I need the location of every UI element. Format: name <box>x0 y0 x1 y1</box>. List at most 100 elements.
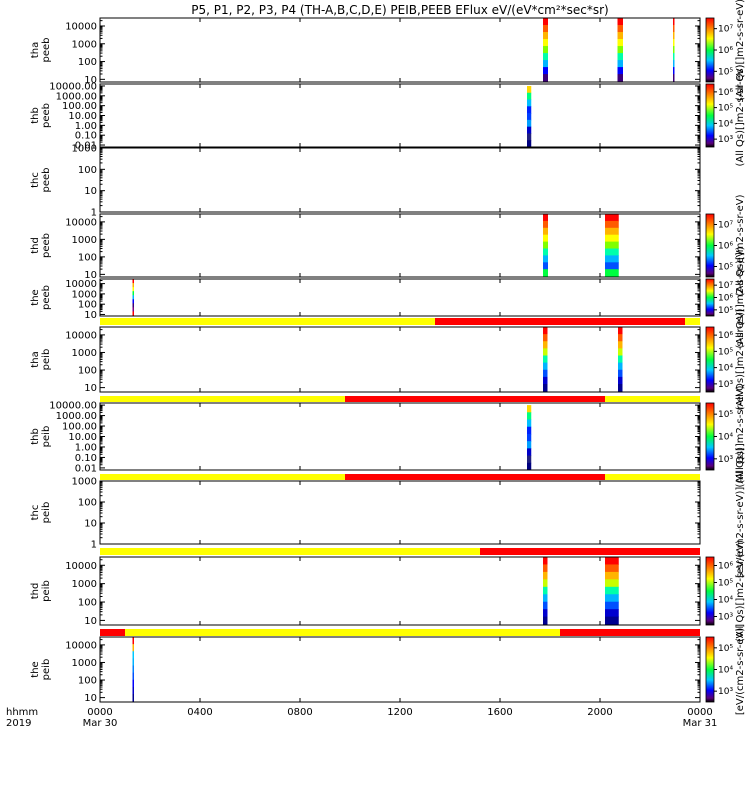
x-tick-label: 0000 <box>687 707 712 718</box>
panel-frame <box>99 278 701 317</box>
colorbar-gradient <box>705 17 715 83</box>
y-tick-label: 10 <box>84 310 97 321</box>
spectrogram-cell <box>543 241 548 250</box>
spectrogram-cell <box>543 60 548 68</box>
spectrogram-cell <box>673 67 675 75</box>
spectrogram-block <box>605 214 619 277</box>
spectrogram-cell <box>605 234 619 243</box>
y-tick-label: 10 <box>84 693 97 704</box>
spectrogram-block <box>673 18 675 82</box>
y-tick-label: 10000 <box>65 330 97 341</box>
y-tick-label: 0.10 <box>75 453 97 464</box>
spectrogram-cell <box>543 39 548 47</box>
panel-probe: thc <box>30 172 41 188</box>
x-tick-label: 1600 <box>487 707 512 718</box>
spectrogram-cell <box>543 571 548 580</box>
spectrogram-cell <box>132 658 134 666</box>
spectrogram-cell <box>132 307 134 312</box>
spectrogram-cell <box>673 39 675 47</box>
panel-thc-peib: 1 10 100 1000 thcpeib [eV/(cm2-s-sr-eV)] (All… <box>30 447 746 578</box>
spectrogram-cell <box>132 686 134 695</box>
mode-bar <box>100 474 700 480</box>
spectrogram-cell <box>543 586 548 595</box>
y-tick-label: 100.00 <box>62 422 97 433</box>
spectrogram-block <box>527 405 532 471</box>
panel-instrument: peib <box>41 426 52 448</box>
spectrogram-cell <box>617 32 623 40</box>
chart-title: P5, P1, P2, P3, P4 (TH-A,B,C,D,E) PEIB,P… <box>191 3 608 17</box>
panel-tha-peeb: 10 100 1000 10000 thapeeb 10⁵ 10⁶ 10⁷ (All Qs)[]… <box>30 0 746 101</box>
spectrogram-cell <box>527 133 532 141</box>
colorbar-tick-label: 10⁵ <box>718 104 733 114</box>
y-tick-label: 100 <box>78 676 97 687</box>
colorbar-gradient <box>705 213 715 278</box>
spectrogram-cell <box>605 616 619 625</box>
spectrogram-block <box>543 214 548 277</box>
panel-thd-peib: 10 100 1000 10000 thdpeib 10³ 10⁴ 10⁵ 10⁶ (All Qs… <box>30 540 746 642</box>
y-tick-label: 1000 <box>72 289 97 300</box>
mode-bar-segment <box>560 629 700 636</box>
spectrogram-cell <box>605 241 619 250</box>
x-tick-label: 0000 <box>87 707 112 718</box>
colorbar-gradient <box>705 278 715 317</box>
y-tick-label: 1000.00 <box>56 91 97 102</box>
colorbar-tick-label: 10⁴ <box>718 433 733 443</box>
spectrogram-cell <box>605 214 619 222</box>
colorbar-label: (All Qs)[]m2-s-sr-eV) <box>735 540 746 642</box>
spectrogram-block <box>543 18 548 82</box>
colorbar-tick-label: 10⁶ <box>718 46 733 56</box>
spectrogram-cell <box>543 376 548 385</box>
panel-instrument: peib <box>41 580 52 602</box>
colorbar-tick-label: 10³ <box>718 613 733 623</box>
y-tick-label: 10.00 <box>68 111 97 122</box>
spectrogram-cell <box>543 255 548 263</box>
mode-bar-segment <box>125 629 560 636</box>
spectrogram-cell <box>618 348 623 356</box>
spectrogram-cell <box>132 279 134 284</box>
spectrogram-cell <box>605 609 619 618</box>
spectrogram-cell <box>132 665 134 674</box>
y-tick-label: 1000 <box>72 235 97 246</box>
panel-probe: the <box>30 661 41 677</box>
spectrogram-cell <box>673 53 675 61</box>
x-tick-label: 0800 <box>287 707 312 718</box>
spectrogram-cell <box>132 651 134 659</box>
x-tick-label: 2000 <box>587 707 612 718</box>
spectrogram-cell <box>527 426 532 435</box>
spectrogram-cell <box>543 579 548 588</box>
spectrogram-cell <box>605 227 619 236</box>
spectrogram-cell <box>132 303 134 308</box>
colorbar-label: (All Qs)[]m2-s-sr-eV) <box>735 308 746 410</box>
mode-bar-segment <box>605 474 700 480</box>
spectrogram-cell <box>617 46 623 54</box>
colorbar-tick-label: 10⁷ <box>718 25 733 35</box>
colorbar-label: (All Qs)[]m2-s-sr-eV) <box>735 64 746 166</box>
spectrogram-block <box>618 327 623 392</box>
panel-probe: tha <box>30 42 41 58</box>
spectrogram-cell <box>527 462 532 471</box>
colorbar: 10³ 10⁴ 10⁵ 10⁶ <box>705 83 733 148</box>
spectrogram-cell <box>605 571 619 580</box>
spectrogram-cell <box>618 383 623 392</box>
spectrogram-block <box>132 637 134 702</box>
spectrogram-cell <box>543 327 548 335</box>
spectrogram-block <box>527 85 532 148</box>
colorbar-label: (All Qs)[]m2-s-sr-eV) <box>735 0 746 101</box>
spectrogram-block <box>543 557 548 625</box>
spectrogram-cell <box>543 262 548 270</box>
panel-probe: the <box>30 289 41 305</box>
panel-frame <box>99 636 701 703</box>
mode-bar-segment <box>100 396 345 402</box>
spectrogram-cell <box>543 214 548 222</box>
spectrogram-cell <box>543 601 548 610</box>
colorbar-tick-label: 10⁶ <box>718 88 733 98</box>
mode-bar-segment <box>345 474 605 480</box>
colorbar-tick-label: 10⁴ <box>718 119 733 129</box>
spectrogram-cell <box>543 609 548 618</box>
y-tick-label: 10000 <box>65 279 97 290</box>
colorbar-tick-label: 10⁴ <box>718 596 733 606</box>
spectrogram-cell <box>543 67 548 75</box>
colorbar-tick-label: 10³ <box>718 455 733 465</box>
spectrogram-cell <box>543 355 548 364</box>
panel-tha-peib: 10 100 1000 10000 thapeib 10³ 10⁴ 10⁵ 10⁶ (All Qs… <box>30 308 746 410</box>
